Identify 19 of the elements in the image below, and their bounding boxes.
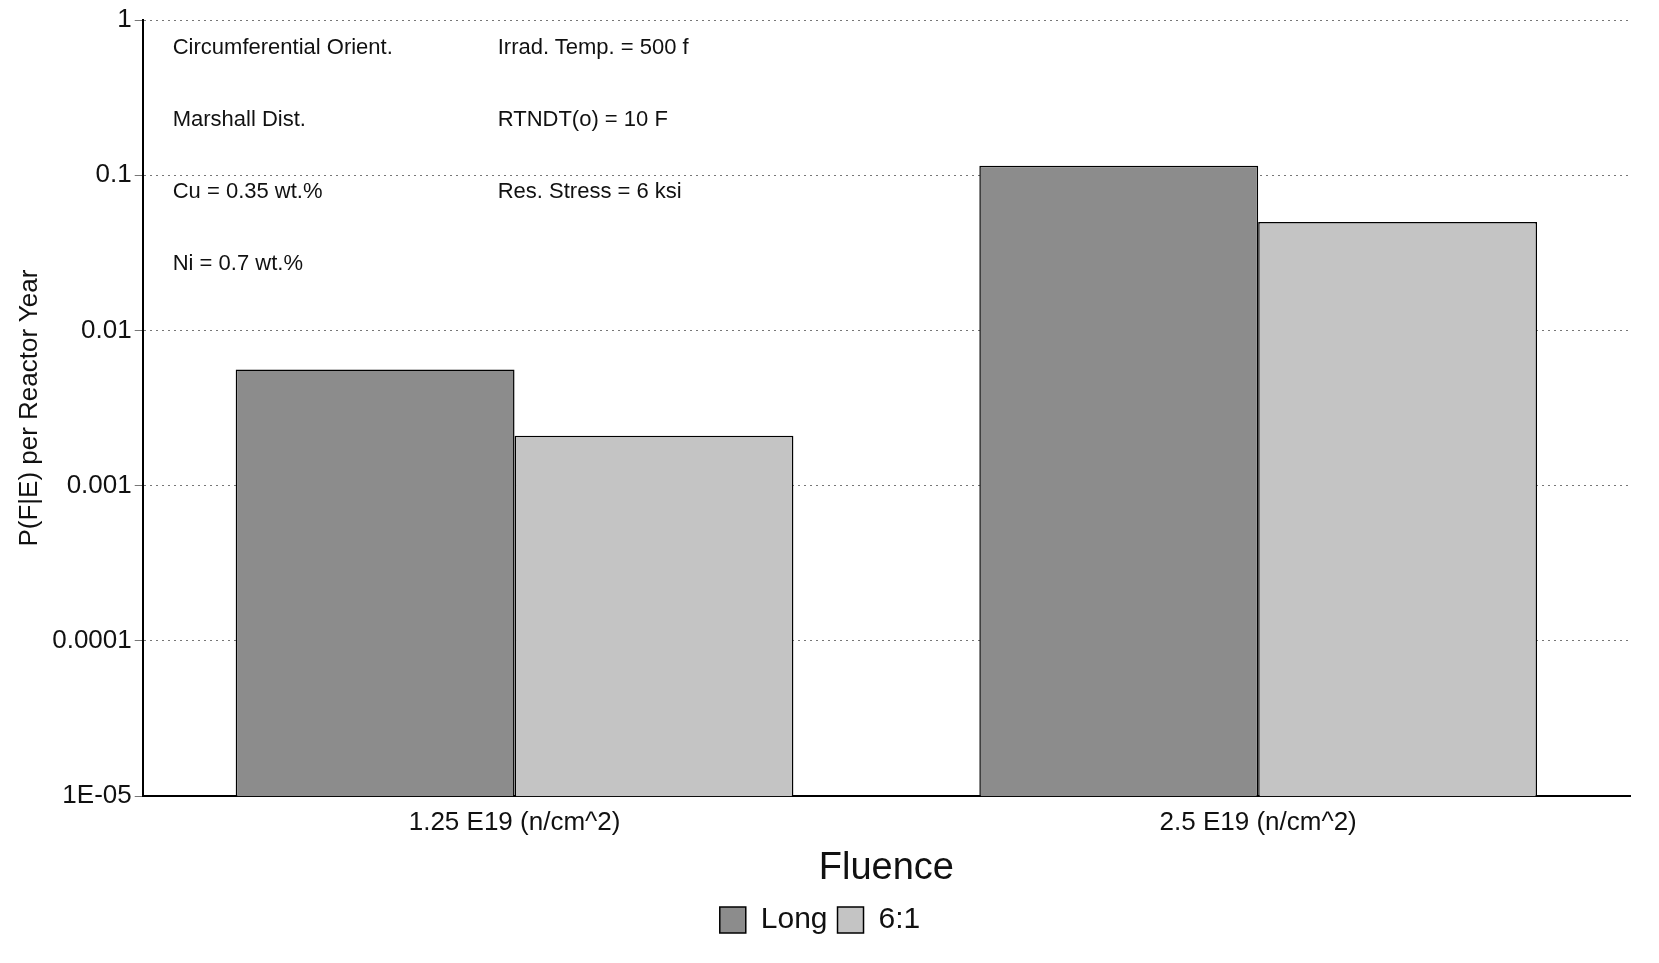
legend-label: 6:1 [878, 901, 921, 935]
y-tick-label: 0.001 [66, 468, 132, 499]
y-tick-label: 1E-05 [62, 779, 132, 810]
x-tick-label: 1.25 E19 (n/cm^2) [408, 805, 621, 836]
annotation: Ni = 0.7 wt.% [172, 250, 303, 276]
y-tick-label: 0.01 [81, 313, 132, 344]
annotation: Cu = 0.35 wt.% [172, 178, 323, 204]
legend-label: Long [760, 901, 828, 935]
y-tick-label: 0.0001 [52, 624, 132, 655]
y-tick-label: 1 [117, 3, 132, 34]
x-axis-title: Fluence [818, 844, 954, 887]
y-axis-title: P(F|E) per Reactor Year [12, 269, 43, 547]
annotation: Marshall Dist. [172, 106, 306, 132]
y-tick-label: 0.1 [95, 158, 132, 189]
annotation: Res. Stress = 6 ksi [497, 178, 682, 204]
x-tick-label: 2.5 E19 (n/cm^2) [1159, 805, 1357, 836]
annotation: RTNDT(o) = 10 F [497, 106, 668, 132]
annotation: Circumferential Orient. [172, 34, 393, 60]
annotation: Irrad. Temp. = 500 f [497, 34, 690, 60]
